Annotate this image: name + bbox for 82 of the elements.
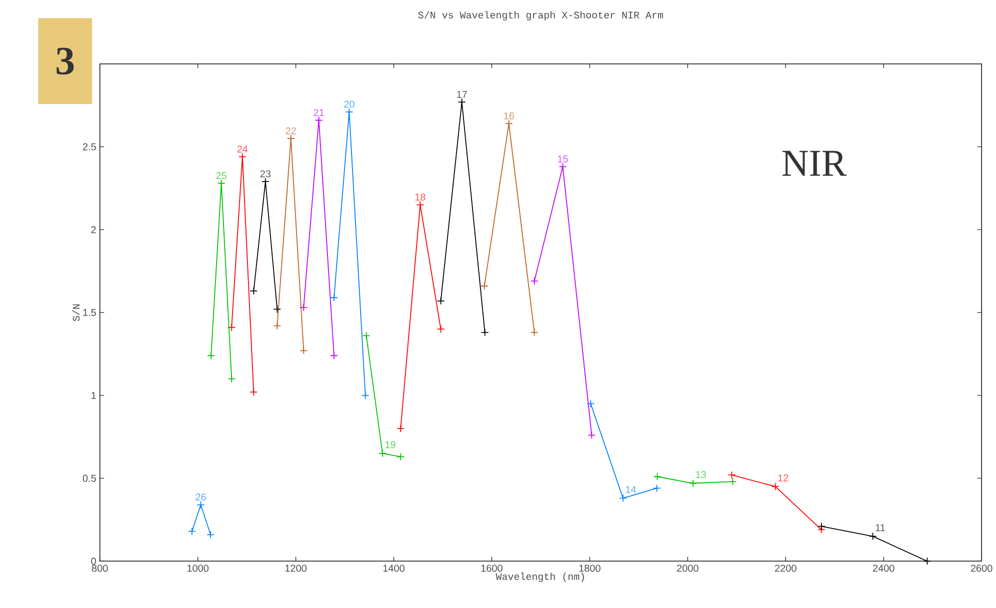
point bbox=[362, 332, 370, 340]
point bbox=[250, 388, 258, 396]
x-tick-label: 1800 bbox=[579, 564, 600, 572]
point bbox=[286, 134, 295, 142]
y-tick-label: 1 bbox=[92, 392, 96, 399]
point bbox=[228, 323, 236, 332]
series-label: 14 bbox=[626, 486, 636, 493]
point bbox=[436, 296, 445, 305]
point bbox=[206, 530, 215, 539]
point bbox=[728, 470, 736, 479]
annotation: NIR bbox=[782, 150, 847, 176]
point bbox=[396, 424, 405, 432]
point bbox=[330, 294, 338, 302]
series-label: 25 bbox=[216, 172, 226, 179]
point bbox=[300, 304, 308, 312]
point bbox=[378, 449, 386, 458]
point bbox=[868, 532, 877, 540]
point bbox=[330, 352, 338, 360]
y-tick-label: 0 bbox=[91, 558, 96, 565]
point bbox=[273, 322, 282, 330]
x-tick-label: 2000 bbox=[677, 564, 698, 572]
series-label: 26 bbox=[196, 494, 206, 501]
series-label: 16 bbox=[504, 112, 514, 120]
point bbox=[588, 431, 596, 440]
point bbox=[480, 282, 488, 290]
y-axis-title: S/N bbox=[72, 304, 80, 322]
point bbox=[207, 352, 215, 360]
point bbox=[653, 472, 662, 481]
point bbox=[238, 152, 246, 161]
point bbox=[314, 116, 323, 124]
x-tick-label: 800 bbox=[92, 564, 108, 572]
chart-title: S/N vs Wavelength graph X-Shooter NIR Arm bbox=[418, 11, 663, 20]
series-label: 11 bbox=[876, 524, 885, 532]
series-label: 19 bbox=[385, 441, 396, 448]
point bbox=[480, 328, 489, 336]
point bbox=[361, 391, 370, 400]
point bbox=[345, 108, 354, 116]
point bbox=[504, 120, 513, 128]
point bbox=[771, 482, 780, 490]
series-label: 22 bbox=[286, 127, 296, 134]
point bbox=[530, 277, 538, 285]
y-tick-label: 1.5 bbox=[83, 308, 96, 316]
point bbox=[217, 179, 226, 188]
point bbox=[300, 346, 308, 355]
series-label: 18 bbox=[415, 193, 426, 201]
x-tick-label: 1000 bbox=[187, 564, 209, 572]
point bbox=[273, 305, 282, 314]
point bbox=[619, 494, 627, 502]
series-label: 21 bbox=[314, 109, 324, 116]
x-axis-title: Wavelength (nm) bbox=[496, 572, 584, 582]
series-label: 20 bbox=[344, 100, 354, 108]
point bbox=[436, 325, 445, 333]
series-label: 15 bbox=[558, 155, 568, 162]
y-tick-label: 2 bbox=[91, 226, 96, 234]
point bbox=[196, 500, 205, 509]
point bbox=[188, 527, 196, 536]
point bbox=[817, 522, 826, 530]
series-label: 23 bbox=[260, 170, 271, 178]
x-tick-label: 1200 bbox=[285, 564, 307, 572]
x-tick-label: 1400 bbox=[383, 564, 404, 572]
x-tick-label: 2400 bbox=[872, 564, 894, 572]
point bbox=[228, 374, 236, 383]
point bbox=[728, 478, 737, 486]
y-tick-label: 2.5 bbox=[82, 143, 96, 150]
point bbox=[250, 286, 258, 295]
point bbox=[586, 400, 595, 408]
x-tick-label: 2600 bbox=[970, 564, 992, 572]
series-label: 17 bbox=[457, 90, 467, 98]
text: 3 bbox=[56, 48, 74, 74]
point bbox=[558, 162, 567, 171]
series-label: 24 bbox=[237, 146, 248, 152]
x-tick-label: 2200 bbox=[775, 564, 796, 572]
point bbox=[530, 328, 538, 336]
series-label: 13 bbox=[696, 470, 706, 478]
series-label: 12 bbox=[778, 474, 788, 482]
point bbox=[689, 479, 697, 488]
y-tick-label: 0.5 bbox=[82, 474, 96, 482]
point bbox=[652, 484, 661, 492]
point bbox=[923, 557, 932, 566]
point bbox=[458, 98, 466, 106]
x-tick-label: 1600 bbox=[481, 564, 502, 572]
point bbox=[396, 452, 405, 461]
